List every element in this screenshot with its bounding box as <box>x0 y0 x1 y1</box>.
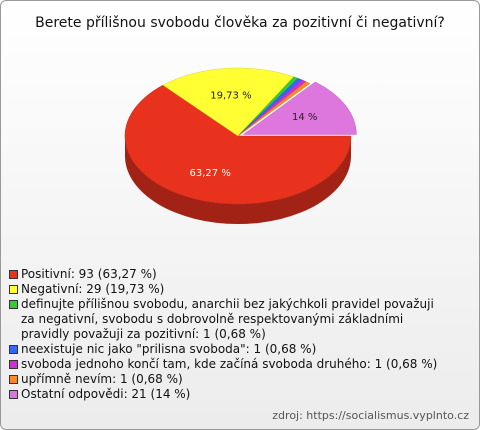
chart-title: Berete přílišnou svobodu člověka za pozi… <box>35 15 445 31</box>
source: zdroj: https://socialismus.vyplnto.cz <box>272 409 469 422</box>
pie-slice <box>124 84 352 205</box>
legend: Positivní: 93 (63,27 %) Negativní: 29 (19… <box>9 267 449 402</box>
legend-label: definujte přílišnou svobodu, anarchii be… <box>21 297 434 341</box>
legend-swatch <box>9 270 18 279</box>
pie-side <box>125 136 351 224</box>
data-label: 14 % <box>292 112 317 123</box>
legend-item: Ostatní odpovědi: 21 (14 %) <box>9 387 449 402</box>
pie-slice <box>242 81 357 135</box>
legend-swatch <box>9 375 18 384</box>
legend-label: Ostatní odpovědi: 21 (14 %) <box>21 387 191 401</box>
legend-swatch <box>9 285 18 294</box>
legend-item: svoboda jednoho končí tam, kde začíná sv… <box>9 357 449 372</box>
legend-item: definujte přílišnou svobodu, anarchii be… <box>9 297 449 342</box>
pie-slice <box>237 81 311 137</box>
legend-swatch <box>9 390 18 399</box>
pie-slice <box>162 67 295 137</box>
legend-label: Positivní: 93 (63,27 %) <box>21 267 157 281</box>
legend-swatch <box>9 360 18 369</box>
legend-label: upřímně nevím: 1 (0,68 %) <box>21 372 183 386</box>
legend-item: Negativní: 29 (19,73 %) <box>9 282 449 297</box>
data-label: 63,27 % <box>190 168 231 179</box>
legend-swatch <box>9 345 18 354</box>
data-label: 19,73 % <box>210 90 251 101</box>
pie-area: Berete přílišnou svobodu člověka za pozi… <box>35 15 445 224</box>
legend-label: svoboda jednoho končí tam, kde začíná sv… <box>21 357 438 371</box>
legend-label: neexistuje nic jako "prilisna svoboda": … <box>21 342 317 356</box>
legend-label: Negativní: 29 (19,73 %) <box>21 282 165 296</box>
legend-item: Positivní: 93 (63,27 %) <box>9 267 449 282</box>
legend-item: upřímně nevím: 1 (0,68 %) <box>9 372 449 387</box>
legend-swatch <box>9 300 18 309</box>
legend-item: neexistuje nic jako "prilisna svoboda": … <box>9 342 449 357</box>
